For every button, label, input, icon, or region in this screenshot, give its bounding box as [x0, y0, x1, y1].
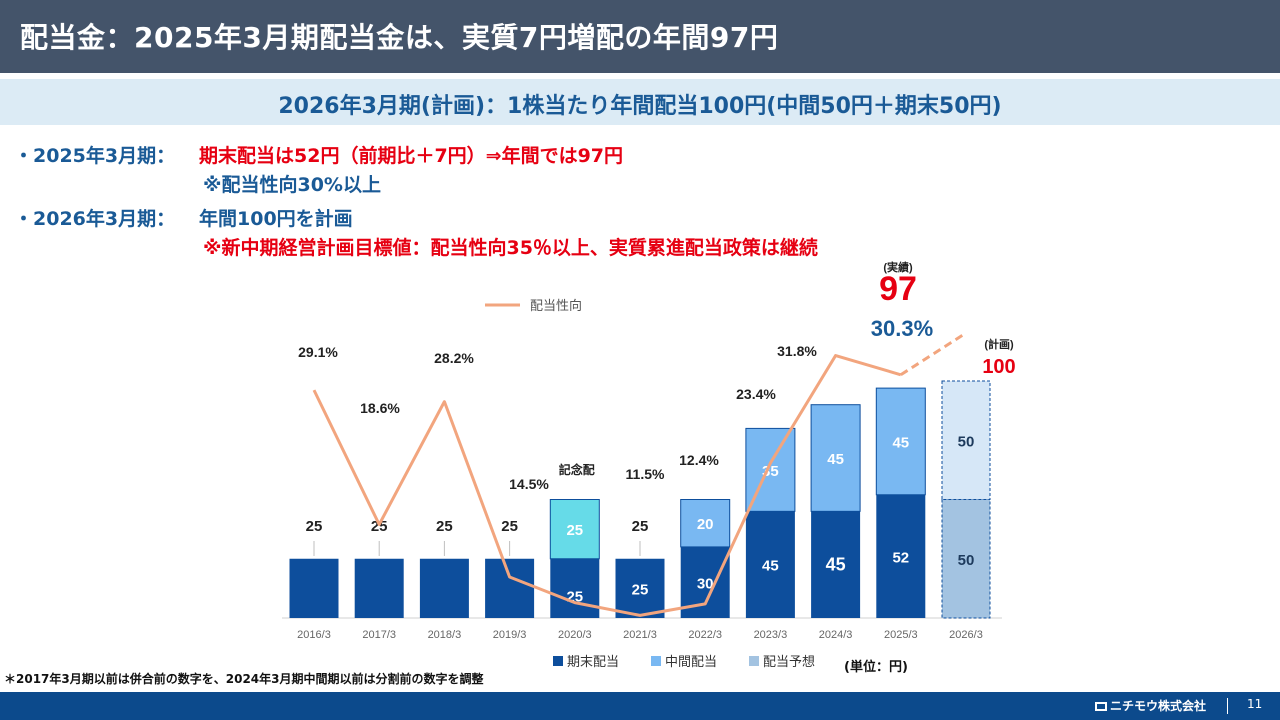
callout-plan-value: 100 [982, 356, 1015, 378]
x-tick-2019/3: 2019/3 [493, 629, 527, 641]
callout-actual-value: 97 [879, 270, 917, 308]
bar-year-end-2025/3 [876, 494, 926, 618]
x-tick-2024/3: 2024/3 [819, 629, 853, 641]
bullet-2025-note: ※配当性向30%以上 [203, 174, 381, 196]
page-title: 配当金：2025年3月期配当金は、実質7円増配の年間97円 [20, 21, 779, 54]
label-interim-2025/3: 45 [892, 434, 909, 451]
label-interim-2026/3: 50 [958, 433, 975, 450]
bar-forecast-interim-2026/3 [941, 380, 991, 500]
legend-line-label: 配当性向 [530, 298, 582, 313]
legend-swatch-1 [651, 656, 661, 666]
label-total-2017/3: 25 [371, 518, 388, 535]
label-total-2016/3: 25 [306, 518, 323, 535]
unit-label: (単位：円) [844, 660, 908, 675]
label-year-end-2024/3: 45 [826, 555, 846, 575]
x-tick-2020/3: 2020/3 [558, 629, 592, 641]
label-interim-2020/3: 25 [566, 522, 583, 539]
bar-year-end-2021/3 [615, 558, 665, 618]
bar-year-end-2016/3 [289, 558, 339, 618]
x-tick-2016/3: 2016/3 [297, 629, 331, 641]
company-name: ニチモウ株式会社 [1095, 697, 1206, 714]
label-year-end-2025/3: 52 [892, 549, 909, 566]
label-year-end-2026/3: 50 [958, 552, 975, 569]
bullet-2025-text: 期末配当は52円（前期比＋7円）⇒年間では97円 [199, 145, 624, 167]
x-tick-2017/3: 2017/3 [362, 629, 396, 641]
bar-year-end-2020/3 [550, 558, 600, 618]
bar-interim-2022/3 [680, 499, 731, 548]
payout-label-2021/3: 11.5% [626, 466, 665, 482]
bar-commemorative-2020/3 [549, 499, 600, 560]
x-tick-2018/3: 2018/3 [428, 629, 462, 641]
label-year-end-2023/3: 45 [762, 558, 779, 575]
bullet-2026-note: ※新中期経営計画目標値：配当性向35％以上、実質累進配当政策は継続 [203, 237, 818, 259]
bar-year-end-2023/3 [745, 511, 795, 618]
x-tick-2023/3: 2023/3 [754, 629, 788, 641]
footer-bar [0, 692, 1280, 720]
payout-label-2017/3: 18.6% [360, 400, 400, 416]
label-interim-2022/3: 20 [697, 516, 714, 533]
bar-year-end-2017/3 [354, 558, 404, 618]
legend-label-2: 配当予想 [763, 654, 815, 669]
x-tick-2025/3: 2025/3 [884, 629, 918, 641]
legend-label-1: 中間配当 [665, 654, 717, 669]
payout-label-2025/3: 30.3% [871, 316, 933, 341]
label-interim-2024/3: 45 [827, 451, 844, 468]
x-tick-2022/3: 2022/3 [688, 629, 722, 641]
payout-label-2024/3: 31.8% [777, 343, 817, 359]
x-tick-2021/3: 2021/3 [623, 629, 657, 641]
label-total-2021/3: 25 [632, 518, 649, 535]
payout-label-2023/3: 23.4% [736, 386, 776, 402]
label-total-2019/3: 25 [501, 518, 518, 535]
x-tick-2026/3: 2026/3 [949, 629, 983, 641]
company-logo-icon [1095, 702, 1107, 711]
bullet-2026-label: ・2026年3月期： [14, 208, 176, 230]
callout-plan-tag: (計画) [984, 337, 1014, 351]
label-total-2018/3: 25 [436, 518, 453, 535]
legend-label-0: 期末配当 [567, 654, 619, 669]
page-subtitle: 2026年3月期(計画)：1株当たり年間配当100円(中間50円＋期末50円) [278, 94, 1002, 119]
bar-interim-2024/3 [810, 404, 861, 512]
legend-swatch-2 [749, 656, 759, 666]
bullet-2025-label: ・2025年3月期： [14, 145, 176, 167]
title-bar [0, 0, 1280, 73]
payout-label-2016/3: 29.1% [298, 344, 338, 360]
payout-label-2018/3: 28.2% [434, 350, 474, 366]
payout-ratio-line [312, 354, 902, 617]
subtitle-bar [0, 79, 1280, 125]
footnote: ＊2017年3月期以前は併合前の数字を、2024年3月期中間期以前は分割前の数字… [4, 672, 484, 686]
bar-year-end-2018/3 [419, 558, 469, 618]
payout-label-2022/3: 12.4% [679, 452, 719, 468]
legend-swatch-0 [553, 656, 563, 666]
bar-forecast-year-end-2026/3 [941, 499, 991, 619]
bar-interim-2025/3 [875, 387, 926, 496]
label-year-end-2021/3: 25 [632, 581, 649, 598]
page-number: 11 [1247, 697, 1263, 711]
callout-actual-tag: (実績) [883, 260, 913, 274]
company-name-text: ニチモウ株式会社 [1110, 699, 1207, 713]
bar-year-end-2024/3 [811, 511, 861, 618]
commemorative-label: 記念配 [559, 462, 595, 477]
label-year-end-2022/3: 30 [697, 575, 714, 592]
footer-divider [1227, 698, 1228, 714]
payout-label-2019/3: 14.5% [509, 476, 549, 492]
bar-year-end-2019/3 [485, 558, 535, 618]
bullet-2026-text: 年間100円を計画 [199, 208, 353, 230]
